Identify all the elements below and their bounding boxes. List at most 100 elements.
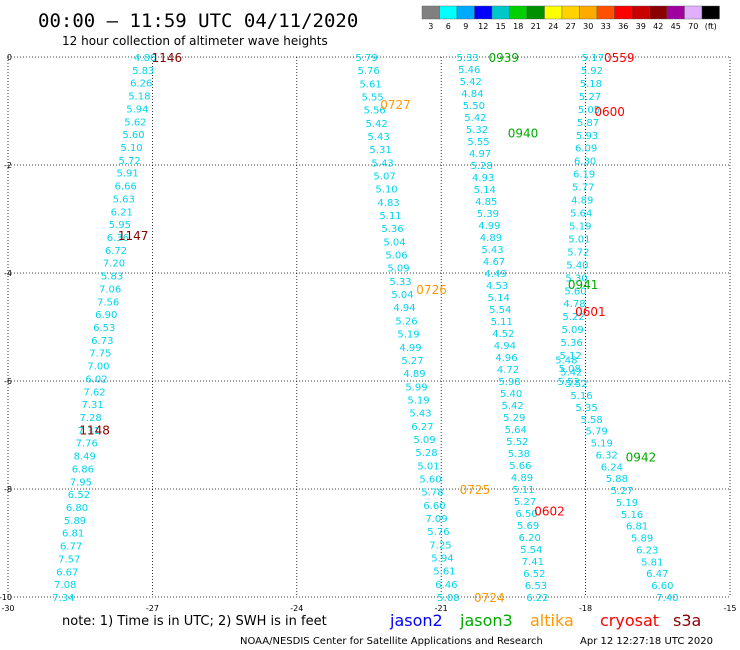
pass-time-label: 0602 [534, 505, 565, 519]
wave-height-value: 5.42 [502, 401, 524, 412]
timestamp-text: Apr 12 12:27:18 UTC 2020 [580, 636, 713, 647]
wave-height-value: 5.16 [570, 391, 592, 402]
wave-height-value: 5.83 [132, 66, 154, 77]
wave-height-value: 6.26 [130, 79, 152, 90]
wave-height-value: 5.28 [470, 161, 492, 172]
credit-text: NOAA/NESDIS Center for Satellite Applica… [240, 636, 543, 647]
wave-height-value: 6.21 [111, 207, 133, 218]
wave-height-value: 6.19 [573, 170, 595, 181]
satellite-legend: jason2 jason3 altika cryosat s3a [389, 611, 701, 630]
satellite-legend-altika: altika [530, 611, 574, 630]
color-scale-swatch [561, 5, 580, 20]
pass-time-label: 0600 [594, 105, 625, 119]
wave-height-value: 5.60 [122, 130, 144, 141]
wave-height-value: 5.87 [577, 118, 599, 129]
wave-height-value: 6.32 [596, 450, 618, 461]
wave-height-value: 5.14 [488, 293, 510, 304]
axis-ticks: -30 -27 -24 -21 -18 -15 0 -2 -4 -6 -8 -10 [0, 53, 737, 613]
wave-height-value: 5.09 [387, 264, 409, 275]
wave-height-value: 4.97 [469, 149, 491, 160]
wave-height-value: 5.62 [124, 117, 146, 128]
wave-height-value: 6.09 [575, 144, 597, 155]
color-scale-label: 39 [636, 22, 646, 31]
wave-height-value: 5.22 [562, 312, 584, 323]
wave-height-value: 6.72 [105, 246, 127, 257]
wave-height-value: 5.17 [582, 53, 604, 64]
satellite-legend-jason3: jason3 [459, 611, 513, 630]
wave-height-value: 5.01 [417, 461, 439, 472]
wave-height-value: 5.50 [463, 101, 485, 112]
x-tick-label: -15 [723, 604, 736, 613]
wave-height-value: 5.98 [498, 377, 520, 388]
wave-height-value: 7.62 [83, 387, 105, 398]
wave-height-value: 6.77 [60, 542, 82, 553]
pass-time-label: 0939 [488, 51, 519, 65]
wave-height-value: 5.89 [631, 534, 653, 545]
wave-height-value: 4.83 [377, 198, 399, 209]
color-scale-swatch [631, 5, 650, 20]
wave-height-value: 5.05 [578, 105, 600, 116]
wave-height-value: 5.27 [514, 497, 536, 508]
pass-time-label: 0940 [508, 127, 539, 141]
wave-height-value: 5.38 [508, 449, 530, 460]
wave-height-value: 6.52 [68, 490, 90, 501]
wave-height-value: 6.24 [601, 462, 623, 473]
wave-height-value: 5.48 [555, 355, 577, 366]
color-scale-swatch [666, 5, 685, 20]
satellite-legend-s3a: s3a [673, 611, 701, 630]
satellite-legend-jason2: jason2 [389, 611, 443, 630]
wave-height-value: 5.18 [128, 92, 150, 103]
wave-height-value: 4.49 [484, 269, 506, 280]
color-scale-label: 70 [688, 22, 698, 31]
wave-height-value: 4.52 [492, 329, 514, 340]
color-scale-swatch [649, 5, 668, 20]
wave-height-value: 4.67 [483, 257, 505, 268]
color-scale-label: 15 [496, 22, 506, 31]
wave-height-value: 5.35 [575, 403, 597, 414]
wave-height-value: 8.49 [74, 452, 96, 463]
wave-height-value: 5.16 [621, 510, 643, 521]
wave-height-value: 4.89 [403, 369, 425, 380]
wave-height-value: 4.86 [134, 53, 156, 64]
color-scale-label: 30 [583, 22, 593, 31]
wave-height-value: 6.46 [435, 580, 457, 591]
wave-height-value: 5.40 [566, 260, 588, 271]
color-scale-swatch [544, 5, 563, 20]
pass-time-label: 0725 [460, 483, 491, 497]
wave-height-value: 4.84 [461, 89, 483, 100]
wave-height-value: 4.94 [393, 303, 415, 314]
wave-height-value: 6.30 [574, 157, 596, 168]
wave-height-value: 5.14 [474, 185, 496, 196]
wave-height-value: 5.56 [363, 106, 385, 117]
wave-height-value: 6.20 [519, 533, 541, 544]
wave-height-value: 5.54 [520, 545, 542, 556]
wave-height-value: 5.11 [379, 211, 401, 222]
color-scale-swatch [509, 5, 528, 20]
wave-height-value: 7.31 [78, 426, 100, 437]
wave-height-value: 5.40 [500, 389, 522, 400]
wave-height-value: 5.77 [572, 183, 594, 194]
page-subtitle: 12 hour collection of altimeter wave hei… [62, 34, 328, 48]
wave-height-value: 5.52 [565, 379, 587, 390]
y-tick-label: 0 [7, 53, 12, 62]
wave-height-value: 5.08 [437, 593, 459, 604]
wave-height-value: 5.27 [579, 92, 601, 103]
wave-height-value: 5.92 [581, 66, 603, 77]
color-scale-label: 6 [446, 22, 451, 31]
wave-height-value: 7.95 [70, 477, 92, 488]
wave-height-value: 5.33 [457, 53, 479, 64]
x-tick-label: -18 [579, 604, 592, 613]
wave-height-value: 5.28 [415, 448, 437, 459]
pass-time-label: 1148 [79, 424, 110, 438]
y-tick-label: -6 [4, 377, 12, 386]
x-tick-label: -24 [290, 604, 303, 613]
wave-height-value: 6.86 [72, 464, 94, 475]
y-tick-label: -4 [4, 269, 12, 278]
color-scale-swatch [474, 5, 493, 20]
wave-height-value: 7.20 [103, 259, 125, 270]
wave-height-value: 5.72 [118, 156, 140, 167]
color-scale-swatch [526, 5, 545, 20]
wave-height-value: 5.61 [433, 567, 455, 578]
color-scale-label: 21 [531, 22, 541, 31]
